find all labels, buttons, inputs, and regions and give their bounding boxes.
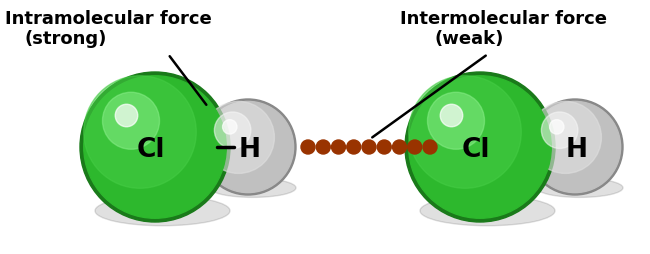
Circle shape <box>202 102 274 174</box>
Text: Cl: Cl <box>136 136 165 162</box>
Circle shape <box>84 76 196 188</box>
Circle shape <box>222 120 237 135</box>
Ellipse shape <box>420 196 555 226</box>
Circle shape <box>346 140 361 154</box>
Circle shape <box>541 113 578 149</box>
Text: Cl: Cl <box>462 136 490 162</box>
Circle shape <box>428 93 484 150</box>
Ellipse shape <box>95 196 230 226</box>
Text: Intramolecular force: Intramolecular force <box>5 10 212 28</box>
Text: Intermolecular force: Intermolecular force <box>400 10 607 28</box>
Circle shape <box>200 100 296 195</box>
Circle shape <box>409 76 551 218</box>
Circle shape <box>408 140 422 154</box>
Circle shape <box>527 100 623 195</box>
Circle shape <box>529 102 621 193</box>
Ellipse shape <box>209 179 296 198</box>
Circle shape <box>529 102 601 174</box>
Text: (weak): (weak) <box>435 30 504 48</box>
Text: (strong): (strong) <box>25 30 107 48</box>
Circle shape <box>549 120 564 135</box>
Circle shape <box>202 102 294 193</box>
Circle shape <box>317 140 330 154</box>
Circle shape <box>301 140 315 154</box>
Circle shape <box>84 76 226 218</box>
Circle shape <box>405 73 555 222</box>
Circle shape <box>377 140 391 154</box>
Circle shape <box>332 140 346 154</box>
Circle shape <box>115 105 138 127</box>
Text: H: H <box>239 136 261 162</box>
Circle shape <box>362 140 376 154</box>
Text: H: H <box>566 136 588 162</box>
Circle shape <box>80 73 230 222</box>
Circle shape <box>393 140 406 154</box>
Circle shape <box>409 76 521 188</box>
Ellipse shape <box>537 179 623 198</box>
Circle shape <box>103 93 159 150</box>
Circle shape <box>214 113 251 149</box>
Circle shape <box>440 105 463 127</box>
Circle shape <box>423 140 437 154</box>
